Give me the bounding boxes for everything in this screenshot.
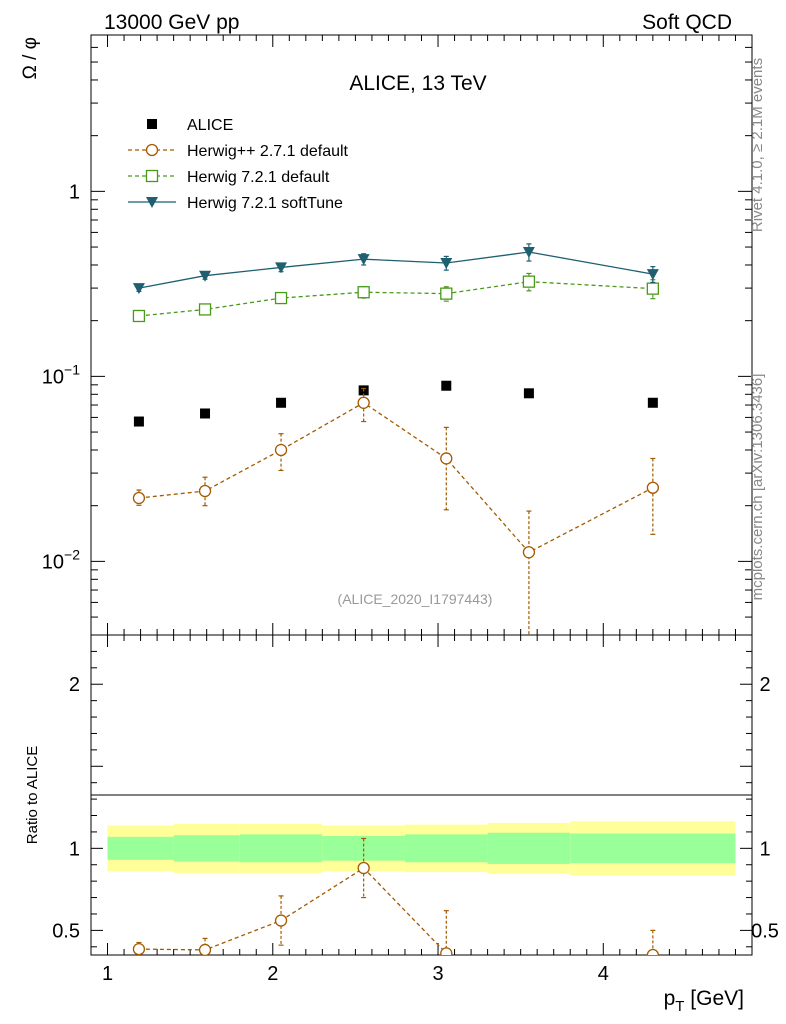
herwigpp-271-line bbox=[138, 401, 654, 554]
y-tick-label: 10−1 bbox=[42, 361, 80, 388]
herwig-721-default-ratio-line bbox=[139, 340, 653, 504]
legend: ALICE Herwig++ 2.7.1 default Herwig 7.2.1 … bbox=[128, 117, 349, 212]
band-inner bbox=[487, 832, 571, 864]
alice-data-point bbox=[523, 388, 534, 399]
herwigpp-271-ratio-point bbox=[440, 947, 453, 955]
legend-marker bbox=[146, 197, 158, 208]
alice-data-point bbox=[647, 397, 658, 408]
alice-data-point bbox=[200, 408, 211, 419]
legend-label: ALICE bbox=[187, 117, 233, 134]
ratio-tick-label-right: 0.5 bbox=[751, 920, 779, 942]
alice-data-point bbox=[133, 416, 144, 427]
x-tick-label: 2 bbox=[267, 963, 278, 985]
mcplots-label: mcplots.cern.ch [arXiv:1306.3436] bbox=[749, 374, 766, 601]
legend-label: Herwig 7.2.1 softTune bbox=[187, 195, 343, 212]
herwigpp-271-point bbox=[440, 452, 453, 465]
rivet-version-label: Rivet 4.1.0, ≥ 2.1M events bbox=[749, 58, 766, 232]
y-tick-label: 1 bbox=[69, 181, 80, 203]
ratio-uncertainty-bands bbox=[107, 821, 736, 876]
ratio-tick-label-left: 2 bbox=[69, 674, 80, 696]
herwigpp-271-ratio-point bbox=[523, 981, 534, 992]
herwig-721-softtune-point bbox=[440, 257, 453, 269]
herwigpp-271-point bbox=[198, 484, 212, 498]
herwig-721-softtune-point bbox=[357, 254, 370, 266]
herwigpp-271-point bbox=[357, 396, 370, 409]
herwig-721-softtune-point bbox=[199, 270, 212, 282]
band-inner bbox=[570, 833, 736, 864]
herwigpp-271-ratio-point bbox=[646, 948, 659, 955]
band-inner bbox=[173, 835, 240, 862]
herwigpp-271-point bbox=[522, 546, 536, 559]
legend-marker bbox=[147, 119, 157, 129]
herwigpp-271-ratio-line bbox=[138, 867, 653, 955]
legend-label: Herwig++ 2.7.1 default bbox=[187, 143, 349, 160]
chart-title: ALICE, 13 TeV bbox=[349, 72, 486, 95]
y-axis-label: Ω / φ bbox=[20, 37, 41, 79]
legend-marker bbox=[145, 169, 159, 183]
herwig-721-default-point bbox=[440, 287, 453, 300]
band-inner bbox=[239, 834, 323, 863]
x-tick-label: 3 bbox=[432, 963, 443, 985]
axis-ticks: 1 2 3 4 1 10−1 10−2 0.5 0.5 1 1 2 2 bbox=[42, 34, 779, 985]
ratio-tick-label-right: 1 bbox=[759, 838, 770, 860]
herwig-721-default-point bbox=[357, 286, 370, 299]
herwig-721-default-point bbox=[522, 275, 536, 288]
herwigpp-271-ratio-point bbox=[274, 914, 288, 927]
herwig-721-default-line bbox=[138, 281, 653, 317]
band-inner bbox=[107, 836, 174, 860]
reference-analysis-label: (ALICE_2020_I1797443) bbox=[338, 591, 493, 607]
herwigpp-271-point bbox=[646, 481, 659, 494]
herwigpp-271-ratio-point bbox=[198, 943, 212, 955]
ratio-axis-label: Ratio to ALICE bbox=[24, 746, 41, 844]
herwig-721-default-point bbox=[198, 303, 212, 316]
main-series-layer bbox=[132, 243, 659, 635]
herwig-721-default-point bbox=[274, 291, 288, 305]
herwigpp-271-point bbox=[132, 491, 146, 505]
header-energy-label: 13000 GeV pp bbox=[104, 11, 239, 34]
legend-label: Herwig 7.2.1 default bbox=[187, 169, 330, 186]
x-tick-label: 4 bbox=[598, 963, 609, 985]
ratio-tick-label-right: 2 bbox=[759, 674, 770, 696]
x-tick-label: 1 bbox=[102, 963, 113, 985]
legend-marker bbox=[145, 143, 159, 157]
ratio-tick-label-left: 1 bbox=[69, 838, 80, 860]
herwig-721-softtune-point bbox=[522, 247, 535, 259]
ratio-series-layer bbox=[132, 340, 659, 992]
x-axis-label: pT [GeV] bbox=[664, 987, 744, 1015]
herwigpp-271-ratio-point bbox=[357, 861, 370, 875]
herwigpp-271-ratio-point bbox=[132, 942, 146, 955]
alice-data-point bbox=[276, 397, 287, 408]
herwig-721-default-point bbox=[646, 282, 659, 295]
ratio-tick-label-left: 0.5 bbox=[52, 920, 80, 942]
herwig-721-softtune-point bbox=[646, 269, 659, 281]
band-inner bbox=[404, 834, 488, 863]
herwig-721-softtune-point bbox=[275, 262, 288, 274]
herwig-721-softtune-line bbox=[138, 251, 653, 289]
header-process-label: Soft QCD bbox=[642, 11, 732, 34]
y-tick-label: 10−2 bbox=[42, 546, 80, 573]
svg-text:pT [GeV]: pT [GeV] bbox=[664, 987, 744, 1015]
herwigpp-271-point bbox=[274, 443, 288, 457]
herwig-721-softtune-point bbox=[132, 283, 145, 295]
herwig-721-default-point bbox=[132, 309, 146, 323]
alice-data-point bbox=[441, 380, 452, 391]
